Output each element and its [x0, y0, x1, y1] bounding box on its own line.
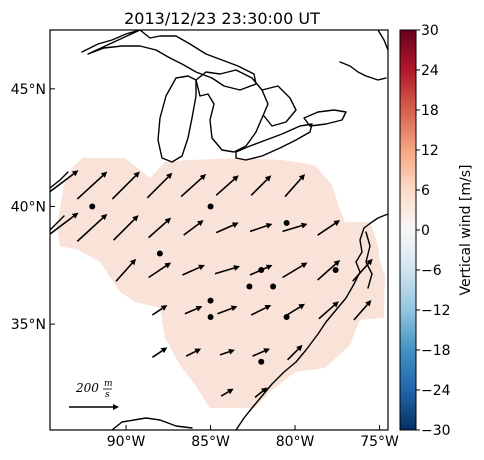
station-marker [332, 267, 339, 273]
wind-vector [50, 170, 79, 193]
reference-arrow-unit-denominator: s [105, 390, 110, 400]
vertical-wind-field [57, 158, 385, 408]
wind-vector [286, 344, 303, 361]
colorbar-gradient [399, 29, 417, 431]
station-marker [283, 219, 290, 226]
station-markers [89, 203, 339, 365]
wind-vector [352, 258, 373, 282]
wind-vector [317, 220, 341, 236]
chesapeake-bay-shore [365, 231, 373, 289]
reference-arrow-value: 200 [75, 381, 99, 395]
longitude-ticks: 90°W 85°W 80°W 75°W [107, 425, 399, 450]
lake-superior-shore [81, 30, 257, 91]
wind-vector [115, 258, 137, 282]
x-tick-label: 85°W [191, 434, 230, 450]
latitude-ticks: 45°N 40°N 35°N [11, 82, 55, 333]
wind-vector [220, 388, 234, 397]
reference-arrow [69, 404, 119, 410]
wind-vector [284, 174, 306, 198]
wind-vector [219, 348, 235, 356]
wind-vector [148, 217, 172, 239]
colorbar-tick-label: −24 [421, 383, 451, 399]
wind-vector [249, 222, 273, 233]
y-tick-label: 40°N [11, 199, 46, 215]
station-marker [156, 250, 163, 257]
lake-erie-shore [235, 123, 313, 161]
northeast-coast [377, 30, 388, 51]
colorbar-tick-label: 0 [421, 223, 430, 239]
wind-vector [148, 262, 172, 279]
map-panel: 90°W 85°W 80°W 75°W 45°N 40°N 35°N 200 m s [11, 29, 399, 450]
wind-vector [250, 175, 272, 196]
georgian-bay-shore [261, 85, 297, 127]
colorbar: 30 24 18 12 6 0 −6 −12 −18 −24 −30 Vertical wind [… [399, 23, 474, 439]
colorbar-tick-label: 12 [421, 143, 439, 159]
lake-huron-shore [195, 69, 269, 153]
y-tick-label: 35°N [11, 317, 46, 333]
wind-vector [317, 260, 341, 281]
x-tick-label: 80°W [276, 434, 315, 450]
wind-vector [254, 387, 268, 398]
wind-vector [76, 171, 108, 200]
wind-vector [151, 347, 168, 359]
reference-arrow-unit-numerator: m [104, 379, 113, 389]
wind-vector [151, 305, 168, 316]
wind-vector [180, 174, 207, 198]
station-marker [207, 314, 214, 321]
wind-vectors [50, 170, 373, 398]
colorbar-tick-label: −30 [421, 423, 451, 439]
colorbar-tick-label: 18 [421, 103, 439, 119]
map-title: 2013/12/23 23:30:00 UT [124, 9, 320, 28]
x-tick-label: 75°W [360, 434, 399, 450]
wind-vector [353, 300, 372, 321]
station-marker [89, 203, 96, 210]
colorbar-ticks: 30 24 18 12 6 0 −6 −12 −18 −24 −30 [416, 23, 451, 439]
wind-vector [282, 262, 308, 279]
wind-vector [318, 301, 339, 320]
coastlines [50, 30, 388, 430]
wind-vector [217, 305, 238, 315]
colorbar-tick-label: 6 [421, 183, 430, 199]
wind-vector [184, 305, 203, 315]
wind-vector [214, 265, 240, 275]
st-lawrence-shore [339, 61, 387, 81]
wind-vector [146, 172, 173, 199]
colorbar-tick-label: −12 [421, 303, 451, 319]
reference-arrow-shape [69, 404, 119, 410]
station-marker [258, 358, 265, 365]
colorbar-tick-label: −6 [421, 263, 442, 279]
west-border [50, 215, 65, 231]
wind-vector [182, 264, 205, 276]
wind-vector [76, 213, 108, 242]
wind-vector [112, 215, 139, 241]
x-tick-label: 90°W [107, 434, 146, 450]
wind-vector [252, 348, 270, 357]
station-marker [258, 267, 265, 273]
wind-vector [183, 220, 204, 236]
station-marker [207, 297, 214, 304]
station-marker [246, 283, 253, 290]
lake-ontario-shore [303, 109, 347, 127]
wind-vector [215, 175, 239, 196]
wind-vector [250, 305, 272, 316]
northwest-border [50, 171, 69, 189]
colorbar-tick-label: 30 [421, 23, 439, 39]
wind-vector [185, 348, 202, 357]
y-tick-label: 45°N [11, 82, 46, 98]
gulf-coastline [111, 417, 193, 430]
wind-vector [282, 222, 308, 233]
wind-vector [249, 264, 273, 276]
colorbar-label: Vertical wind [m/s] [458, 165, 474, 296]
wind-vector [50, 212, 79, 235]
wind-vector [111, 171, 140, 200]
map-frame [49, 29, 389, 431]
station-marker [270, 283, 277, 290]
station-marker [283, 314, 290, 321]
station-marker [207, 203, 214, 210]
colorbar-tick-label: 24 [421, 63, 439, 79]
reference-arrow-key: 200 m s [69, 379, 119, 410]
colorbar-tick-label: −18 [421, 343, 451, 359]
wind-vector [215, 222, 239, 234]
